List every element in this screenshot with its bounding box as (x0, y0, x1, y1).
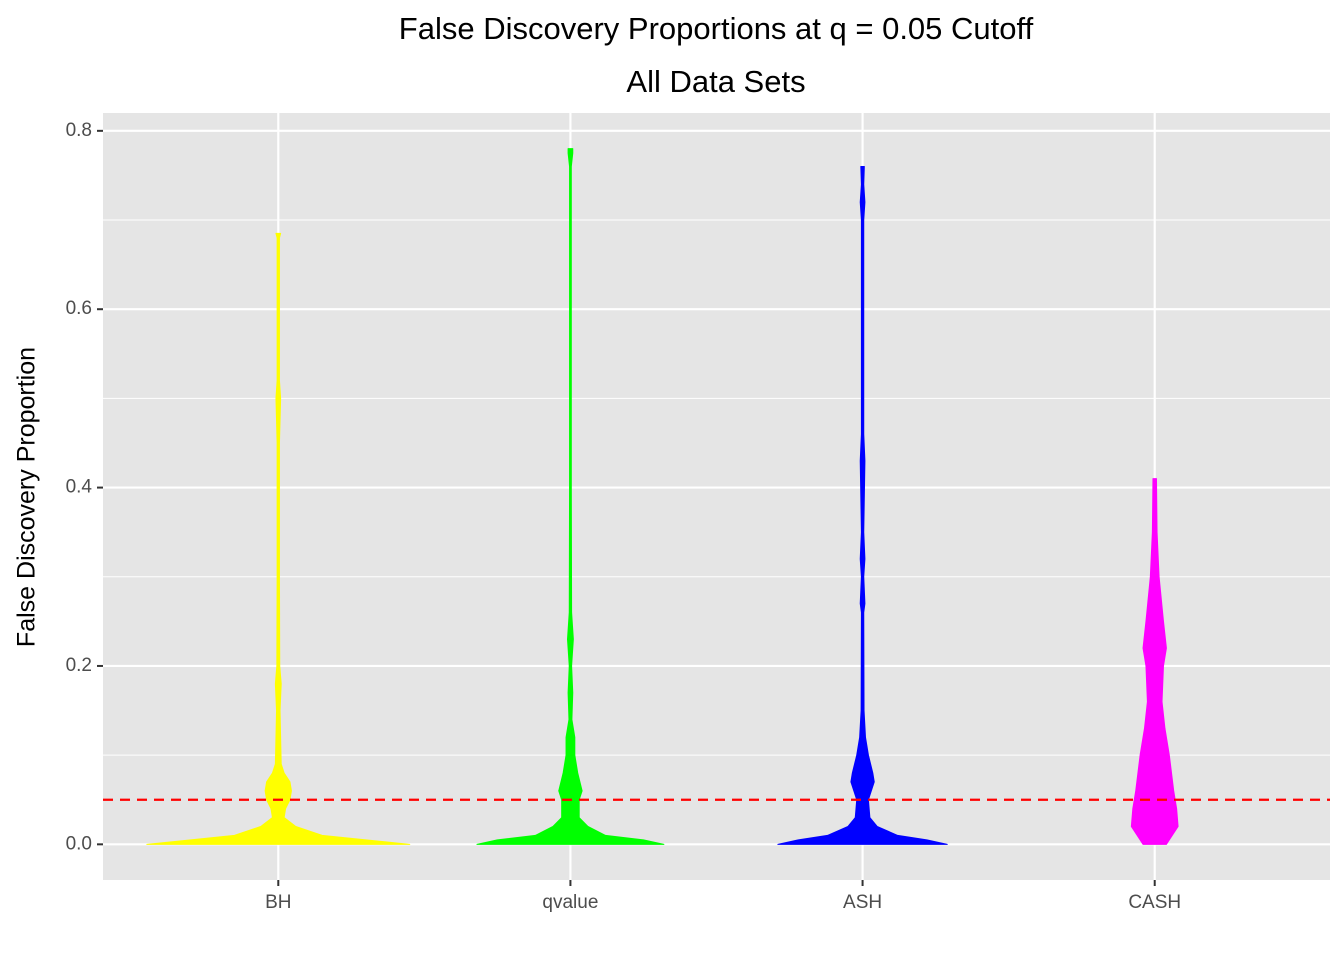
violin (476, 148, 665, 845)
y-tick-label: 0.4 (66, 477, 93, 498)
y-tick-label: 0.6 (66, 298, 92, 319)
chart-subtitle: All Data Sets (626, 64, 805, 99)
y-tick-label: 0.8 (66, 120, 92, 141)
x-tick-label: BH (265, 892, 291, 913)
plot-panel (103, 113, 1330, 880)
violin (1130, 478, 1179, 845)
chart-title: False Discovery Proportions at q = 0.05 … (399, 11, 1034, 46)
x-tick-label: CASH (1128, 892, 1181, 913)
violin (777, 166, 948, 845)
x-tick-label: ASH (843, 892, 882, 913)
y-tick-label: 0.0 (66, 833, 92, 854)
x-tick-label: qvalue (542, 892, 598, 913)
y-tick-label: 0.2 (66, 655, 92, 676)
violin (146, 232, 411, 845)
y-axis-label: False Discovery Proportion (13, 347, 41, 647)
